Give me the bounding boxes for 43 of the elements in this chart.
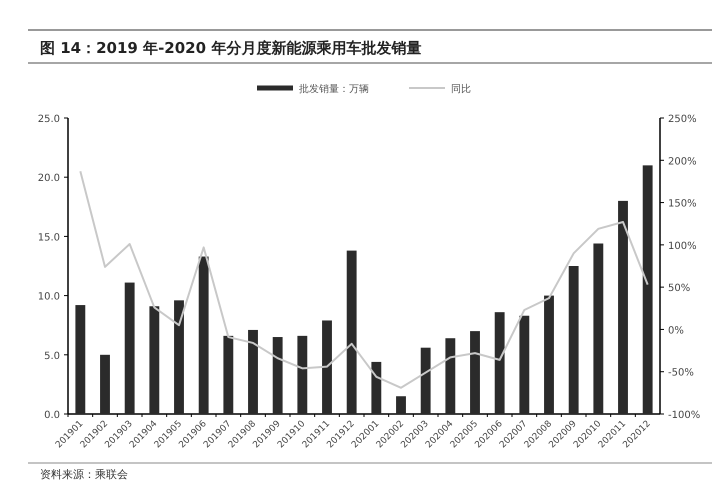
bar <box>396 396 406 414</box>
bar <box>544 296 554 414</box>
bar <box>568 266 579 414</box>
y-tick-label: 20.0 <box>38 173 60 184</box>
bar <box>519 316 530 414</box>
line-series <box>79 170 649 389</box>
bar <box>346 250 357 414</box>
y2-tick-label: -100% <box>668 410 700 421</box>
bar <box>272 337 283 414</box>
bar <box>248 330 258 414</box>
y-tick-label: 10.0 <box>38 292 60 303</box>
chart-title: 图 14：2019 年-2020 年分月度新能源乘用车批发销量 <box>40 39 422 57</box>
y-tick-label: 15.0 <box>38 232 60 244</box>
bar <box>124 282 135 414</box>
bar <box>297 336 308 414</box>
y2-tick-label: 200% <box>668 156 697 168</box>
legend-label: 同比 <box>451 83 471 95</box>
y-tick-label: 5.0 <box>44 350 60 362</box>
y2-tick-label: 0% <box>668 325 684 336</box>
bar <box>420 348 431 414</box>
y2-tick-label: 50% <box>668 283 690 294</box>
legend-label: 批发销量：万辆 <box>299 83 369 95</box>
bar <box>642 165 653 414</box>
bar <box>445 338 456 414</box>
bar <box>593 244 604 414</box>
y2-tick-label: 250% <box>668 114 697 125</box>
text: 资料来源：乘联会 <box>40 468 128 481</box>
bar <box>198 256 209 414</box>
y2-tick-label: -50% <box>668 368 694 379</box>
bar <box>371 362 382 414</box>
bar <box>470 331 480 414</box>
y-tick-label: 0.0 <box>44 410 60 421</box>
y2-tick-label: 150% <box>668 198 697 210</box>
bar <box>618 200 628 414</box>
bar <box>494 312 505 414</box>
bar <box>322 320 332 414</box>
bar <box>75 305 86 414</box>
bar <box>100 354 110 414</box>
y2-tick-label: 100% <box>668 240 697 252</box>
bar <box>223 336 234 414</box>
bar <box>149 306 160 414</box>
bar <box>174 300 184 414</box>
y-tick-label: 25.0 <box>38 114 60 125</box>
